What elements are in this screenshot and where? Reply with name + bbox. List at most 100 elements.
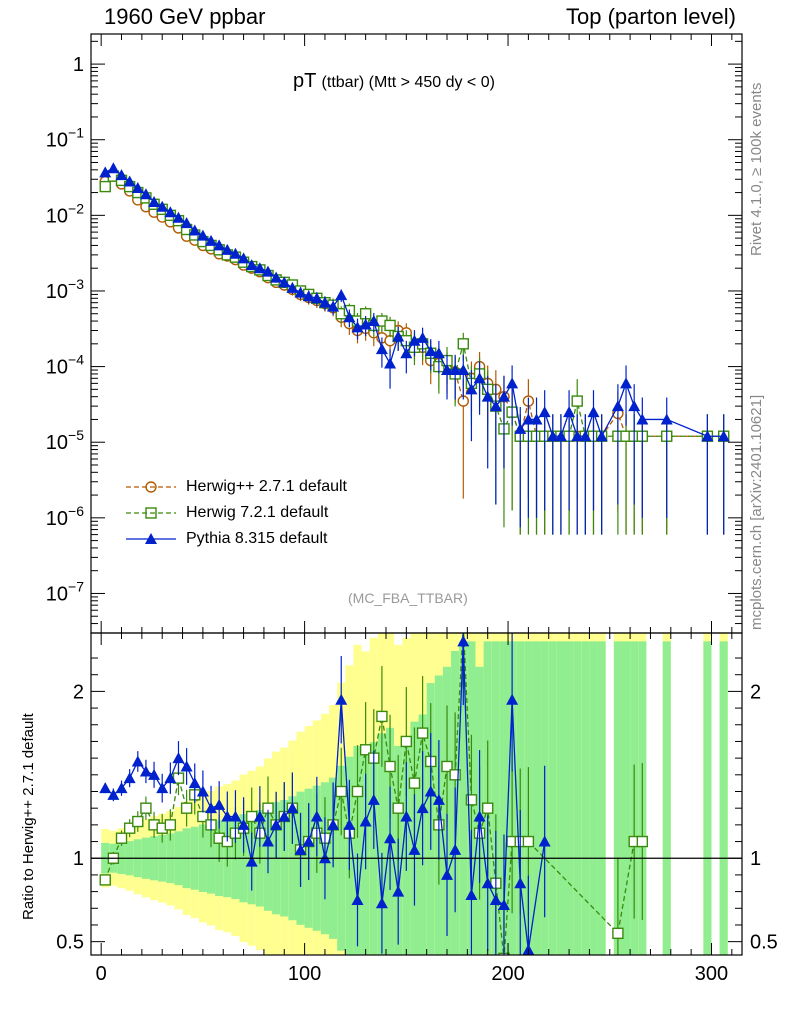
ratio-point-herwig7: [99, 874, 111, 886]
main-point-pythia: [595, 430, 608, 442]
y-tick-label: 10−1: [46, 125, 84, 152]
main-point-pythia: [441, 364, 454, 376]
main-point-pythia: [213, 239, 226, 251]
main-series-group: [99, 162, 730, 535]
main-point-pythia: [343, 311, 356, 323]
legend-item-pythia: Pythia 8.315 default: [126, 528, 327, 550]
main-point-pythia: [278, 276, 291, 288]
ratio-point-pythia: [196, 785, 209, 797]
main-point-pythia: [546, 430, 559, 442]
legend-marker-pythia-icon: [126, 533, 176, 544]
ratio-band-inner: [565, 641, 574, 955]
main-point-pythia: [506, 377, 519, 389]
main-point-pythia: [481, 390, 494, 402]
main-point-pythia: [245, 259, 258, 271]
ratio-point-pythia: [335, 693, 348, 705]
ratio-point-pythia: [286, 802, 299, 814]
ratio-point-pythia: [245, 855, 258, 867]
main-point-pythia: [514, 422, 527, 434]
ratio-y-tick-label-right: 1: [750, 848, 761, 870]
ratio-point-herwig7: [164, 819, 177, 831]
y-tick-label-exponent: −4: [68, 352, 84, 368]
ratio-point-pythia: [99, 782, 112, 794]
ratio-point-pythia: [408, 843, 421, 855]
main-point-pythia: [384, 357, 397, 369]
ratio-point-herwig7: [123, 822, 136, 834]
main-point-pythia: [327, 300, 340, 312]
ratio-point-herwig7: [636, 835, 649, 848]
main-point-pythia: [375, 343, 388, 355]
ratio-point-herwig7: [482, 802, 494, 814]
main-point-pythia: [164, 206, 177, 218]
ratio-point-pythia: [416, 802, 429, 814]
ratio-y-tick-label-left: 2: [73, 681, 84, 703]
y-tick-label-exponent: −6: [68, 503, 84, 519]
main-point-pythia: [221, 243, 234, 255]
ratio-point-herwig7: [416, 727, 429, 739]
ratio-y-tick-label-right: 2: [750, 681, 761, 703]
ratio-point-pythia: [392, 885, 405, 897]
ratio-point-pythia: [156, 782, 169, 794]
ratio-point-pythia: [424, 785, 437, 797]
y-tick-label-exponent: −7: [68, 578, 84, 594]
main-point-pythia: [335, 289, 348, 301]
main-point-pythia: [408, 334, 421, 346]
main-point-pythia: [270, 271, 283, 283]
y-tick-label-exponent: −5: [68, 427, 84, 443]
ratio-point-pythia: [131, 755, 144, 767]
ratio-band-inner: [499, 641, 509, 955]
ratio-point-pythia: [449, 843, 462, 855]
main-point-pythia: [717, 430, 730, 442]
main-point-pythia: [359, 318, 372, 330]
ratio-point-herwig7: [376, 710, 388, 723]
ratio-point-herwig7: [612, 927, 624, 940]
ratio-point-herwig7: [408, 777, 421, 789]
ratio-point-pythia: [221, 810, 234, 822]
ratio-panel-frame: [90, 632, 743, 956]
plot-title: pT (ttbar) (Mtt > 450 dy < 0): [293, 70, 495, 93]
main-point-pythia: [294, 286, 307, 298]
analysis-watermark: (MC_FBA_TTBAR): [348, 590, 468, 606]
ratio-band-inner: [353, 745, 362, 955]
ratio-point-pythia: [278, 810, 291, 822]
ratio-point-pythia: [237, 818, 250, 830]
ratio-point-pythia: [481, 877, 494, 889]
main-point-pythia: [139, 188, 152, 200]
legend-item-herwig7: Herwig 7.2.1 default: [126, 502, 328, 524]
ratio-point-pythia: [432, 793, 445, 805]
ratio-point-pythia: [327, 818, 340, 830]
main-point-pythia: [522, 413, 535, 425]
ratio-point-pythia: [205, 802, 218, 814]
main-point-pythia: [457, 364, 470, 376]
ratio-point-pythia: [310, 810, 323, 822]
ratio-point-pythia: [457, 635, 470, 647]
ratio-point-herwig7: [441, 760, 453, 773]
y-tick-label-exponent: −1: [68, 125, 84, 141]
header-right: Top (parton level): [566, 4, 736, 29]
ratio-band-inner: [597, 641, 606, 955]
main-point-pythia: [261, 265, 274, 277]
plot-title-main: pT: [293, 70, 316, 92]
main-point-pythia: [188, 224, 201, 236]
y-tick-label-exponent: −2: [68, 200, 84, 216]
ratio-band-inner: [573, 641, 582, 955]
main-point-pythia: [611, 400, 624, 412]
ratio-band-inner: [459, 641, 468, 955]
legend-label-pythia: Pythia 8.315 default: [186, 530, 328, 547]
ratio-band-inner: [532, 641, 541, 955]
ratio-point-pythia: [139, 765, 152, 777]
ratio-point-herwig7: [384, 760, 396, 773]
ratio-band-inner: [556, 641, 566, 955]
main-point-pythia: [400, 347, 413, 359]
y-tick-label: 10−7: [46, 578, 84, 605]
main-point-pythia: [497, 390, 510, 402]
main-point-herwig7: [384, 319, 396, 332]
ratio-point-herwig7: [522, 835, 535, 848]
ratio-point-pythia: [506, 693, 519, 705]
x-tick-label: 200: [491, 963, 524, 985]
ratio-point-herwig7: [351, 785, 364, 798]
legend-marker-herwig7-icon: [126, 507, 176, 519]
ratio-band-inner: [662, 641, 671, 955]
main-point-pythia: [465, 383, 478, 395]
ratio-point-pythia: [538, 835, 551, 847]
